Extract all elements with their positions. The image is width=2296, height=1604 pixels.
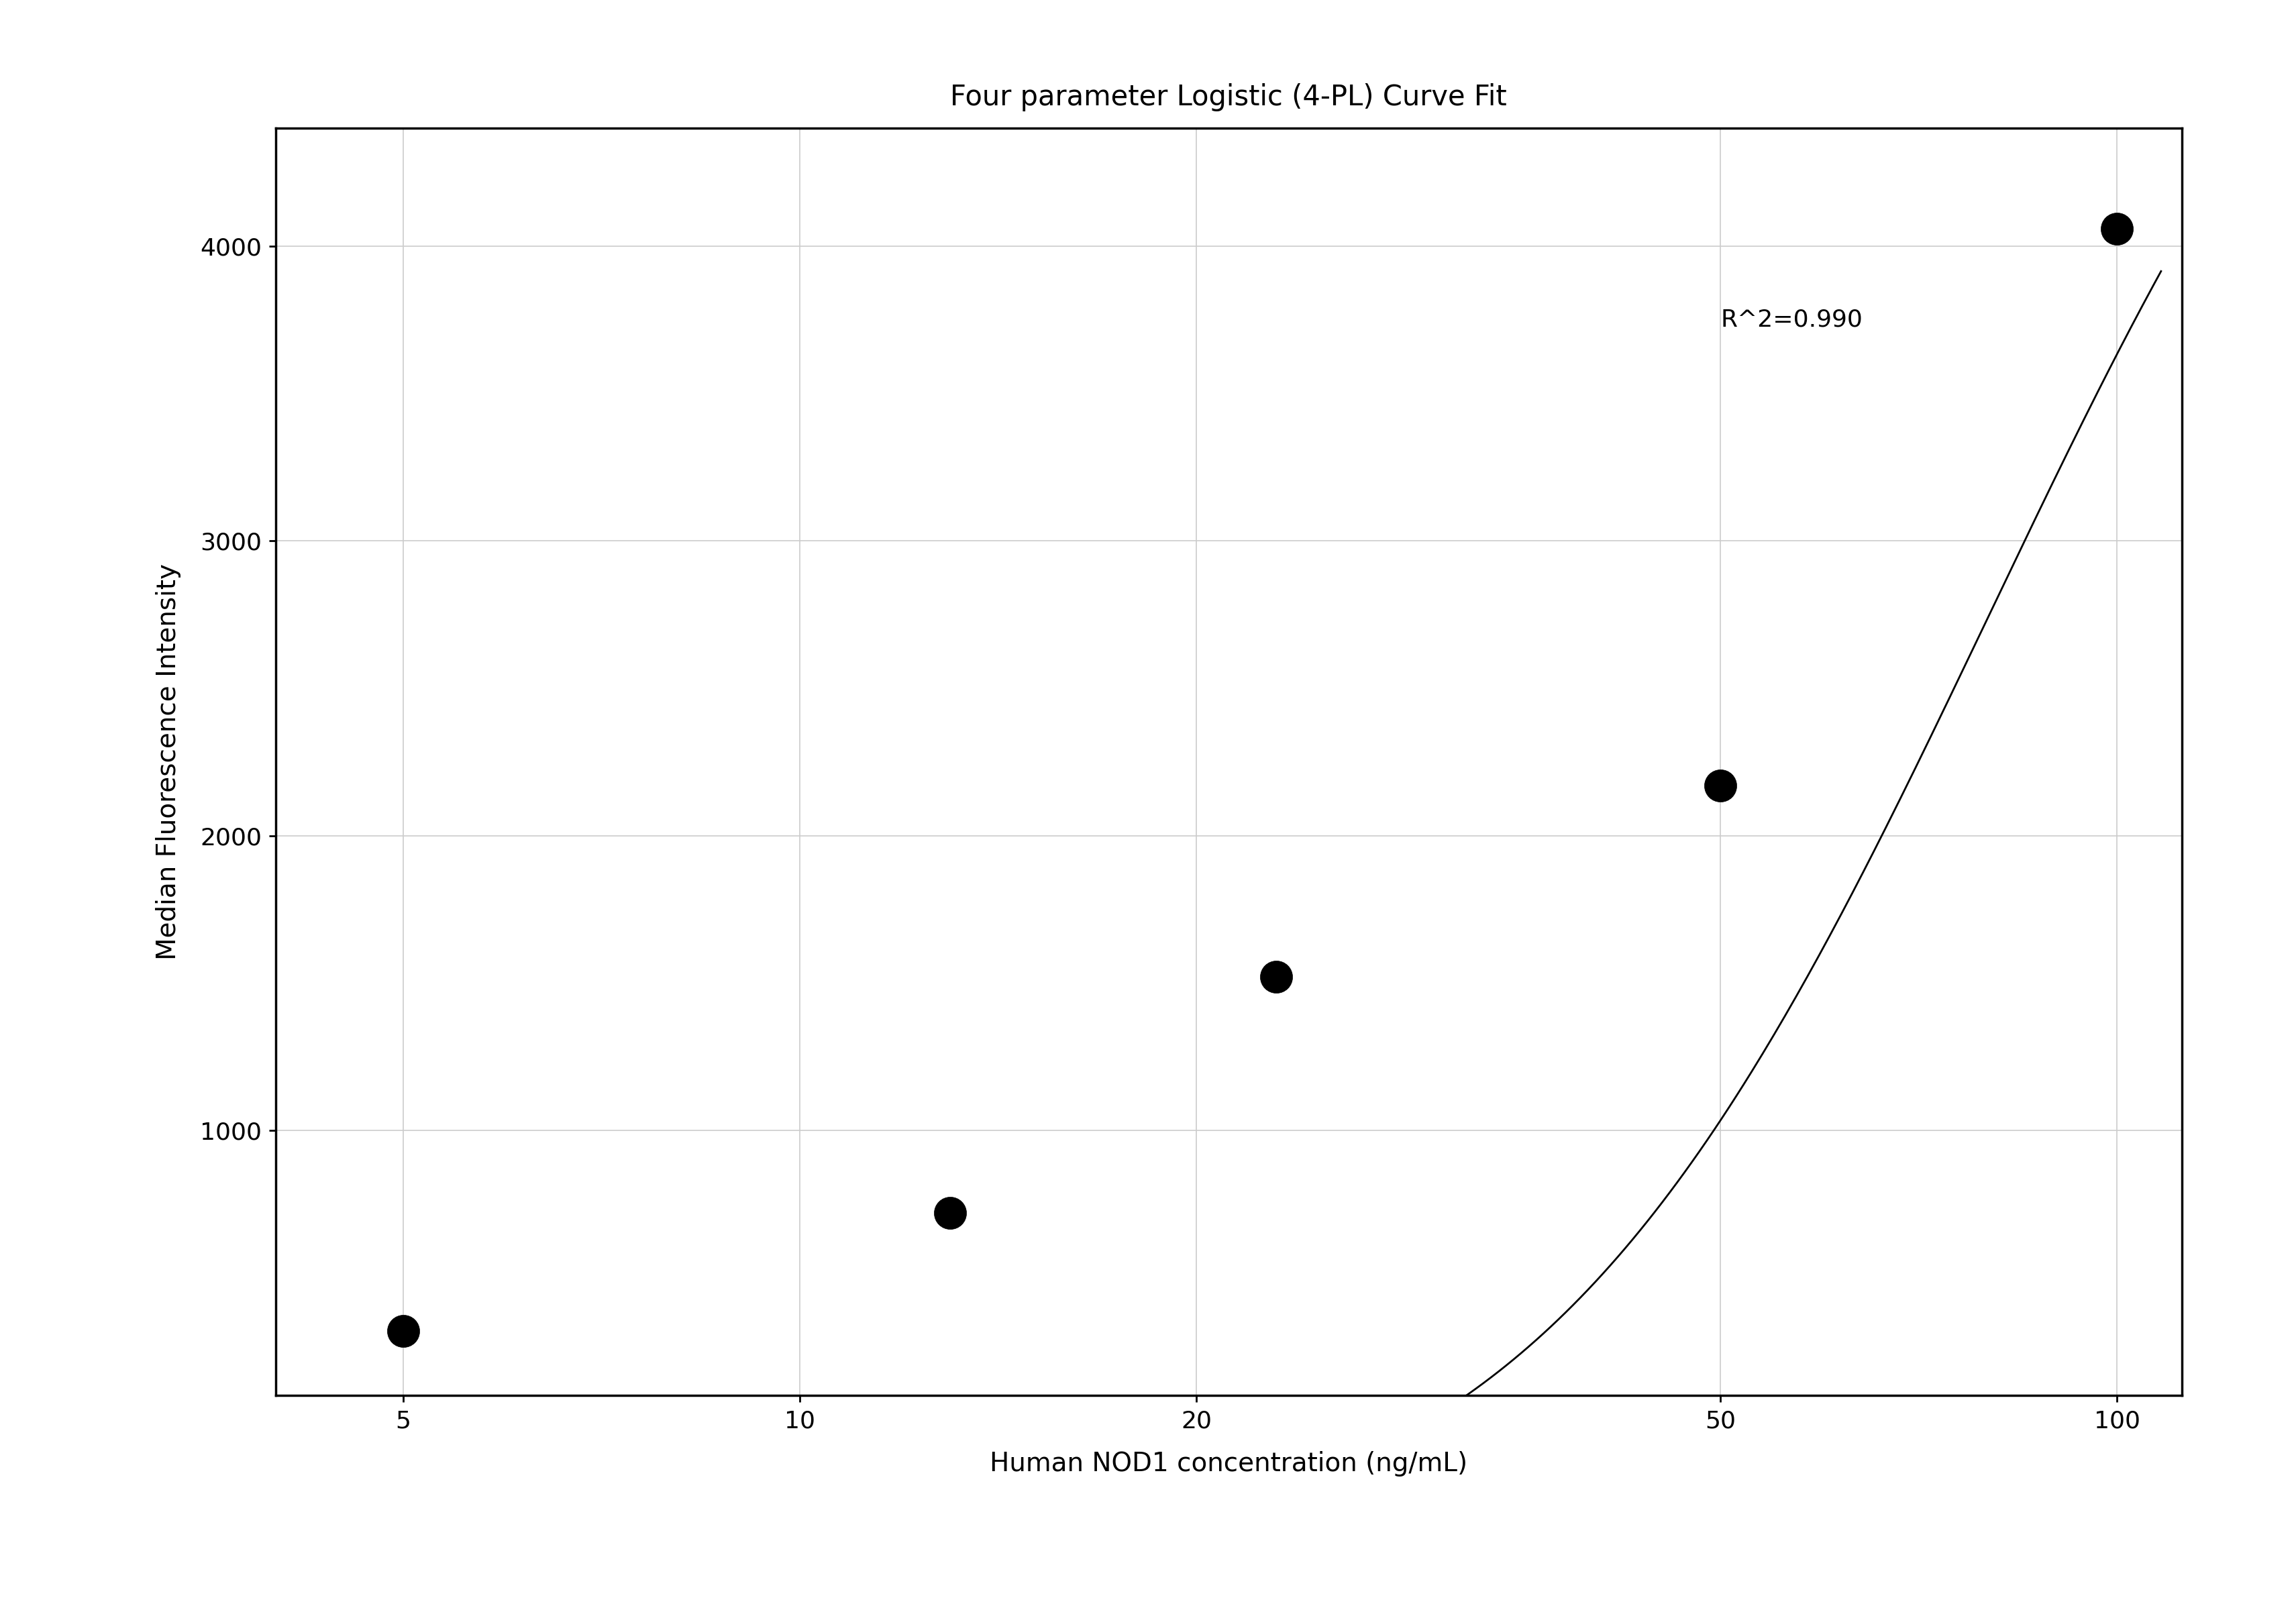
Title: Four parameter Logistic (4-PL) Curve Fit: Four parameter Logistic (4-PL) Curve Fit (951, 83, 1506, 111)
Point (1258, 964, 1295, 990)
Y-axis label: Median Fluorescence Intensity: Median Fluorescence Intensity (156, 563, 181, 961)
Point (932, 1200, 969, 1225)
Text: R^2=0.990: R^2=0.990 (1720, 308, 1862, 332)
Point (1701, 773, 1738, 799)
Point (386, 1318, 422, 1344)
X-axis label: Human NOD1 concentration (ng/mL): Human NOD1 concentration (ng/mL) (990, 1452, 1467, 1476)
Point (2099, 215, 2135, 241)
